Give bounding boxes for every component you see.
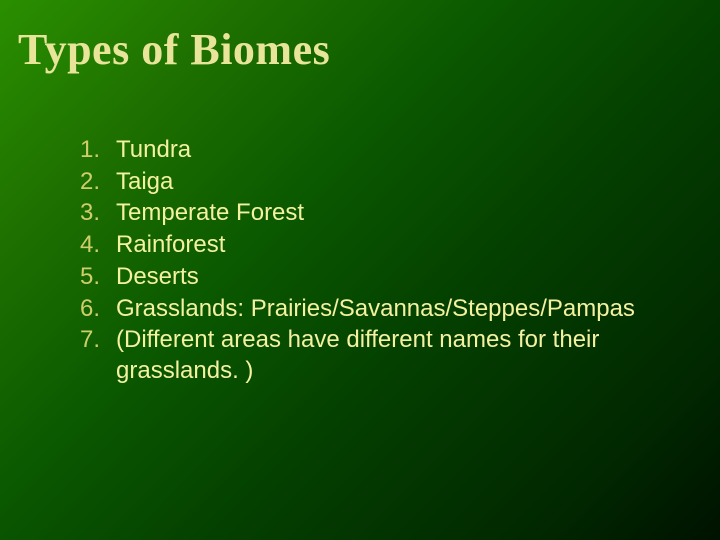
list-item: 1. Tundra: [72, 135, 662, 166]
list-item: 7. (Different areas have different names…: [72, 325, 662, 386]
biome-list: 1. Tundra 2. Taiga 3. Temperate Forest 4…: [18, 135, 702, 387]
list-text: (Different areas have different names fo…: [116, 325, 662, 386]
list-text: Temperate Forest: [116, 198, 662, 229]
list-item: 3. Temperate Forest: [72, 198, 662, 229]
list-number: 1.: [72, 135, 116, 166]
list-text: Taiga: [116, 167, 662, 198]
list-number: 2.: [72, 167, 116, 198]
slide: Types of Biomes 1. Tundra 2. Taiga 3. Te…: [0, 0, 720, 540]
slide-title: Types of Biomes: [18, 24, 702, 75]
list-item: 6. Grasslands: Prairies/Savannas/Steppes…: [72, 294, 662, 325]
list-number: 3.: [72, 198, 116, 229]
list-number: 7.: [72, 325, 116, 356]
list-number: 5.: [72, 262, 116, 293]
list-number: 6.: [72, 294, 116, 325]
list-text: Tundra: [116, 135, 662, 166]
list-item: 5. Deserts: [72, 262, 662, 293]
list-item: 4. Rainforest: [72, 230, 662, 261]
list-text: Grasslands: Prairies/Savannas/Steppes/Pa…: [116, 294, 662, 325]
list-text: Rainforest: [116, 230, 662, 261]
list-text: Deserts: [116, 262, 662, 293]
list-item: 2. Taiga: [72, 167, 662, 198]
list-number: 4.: [72, 230, 116, 261]
